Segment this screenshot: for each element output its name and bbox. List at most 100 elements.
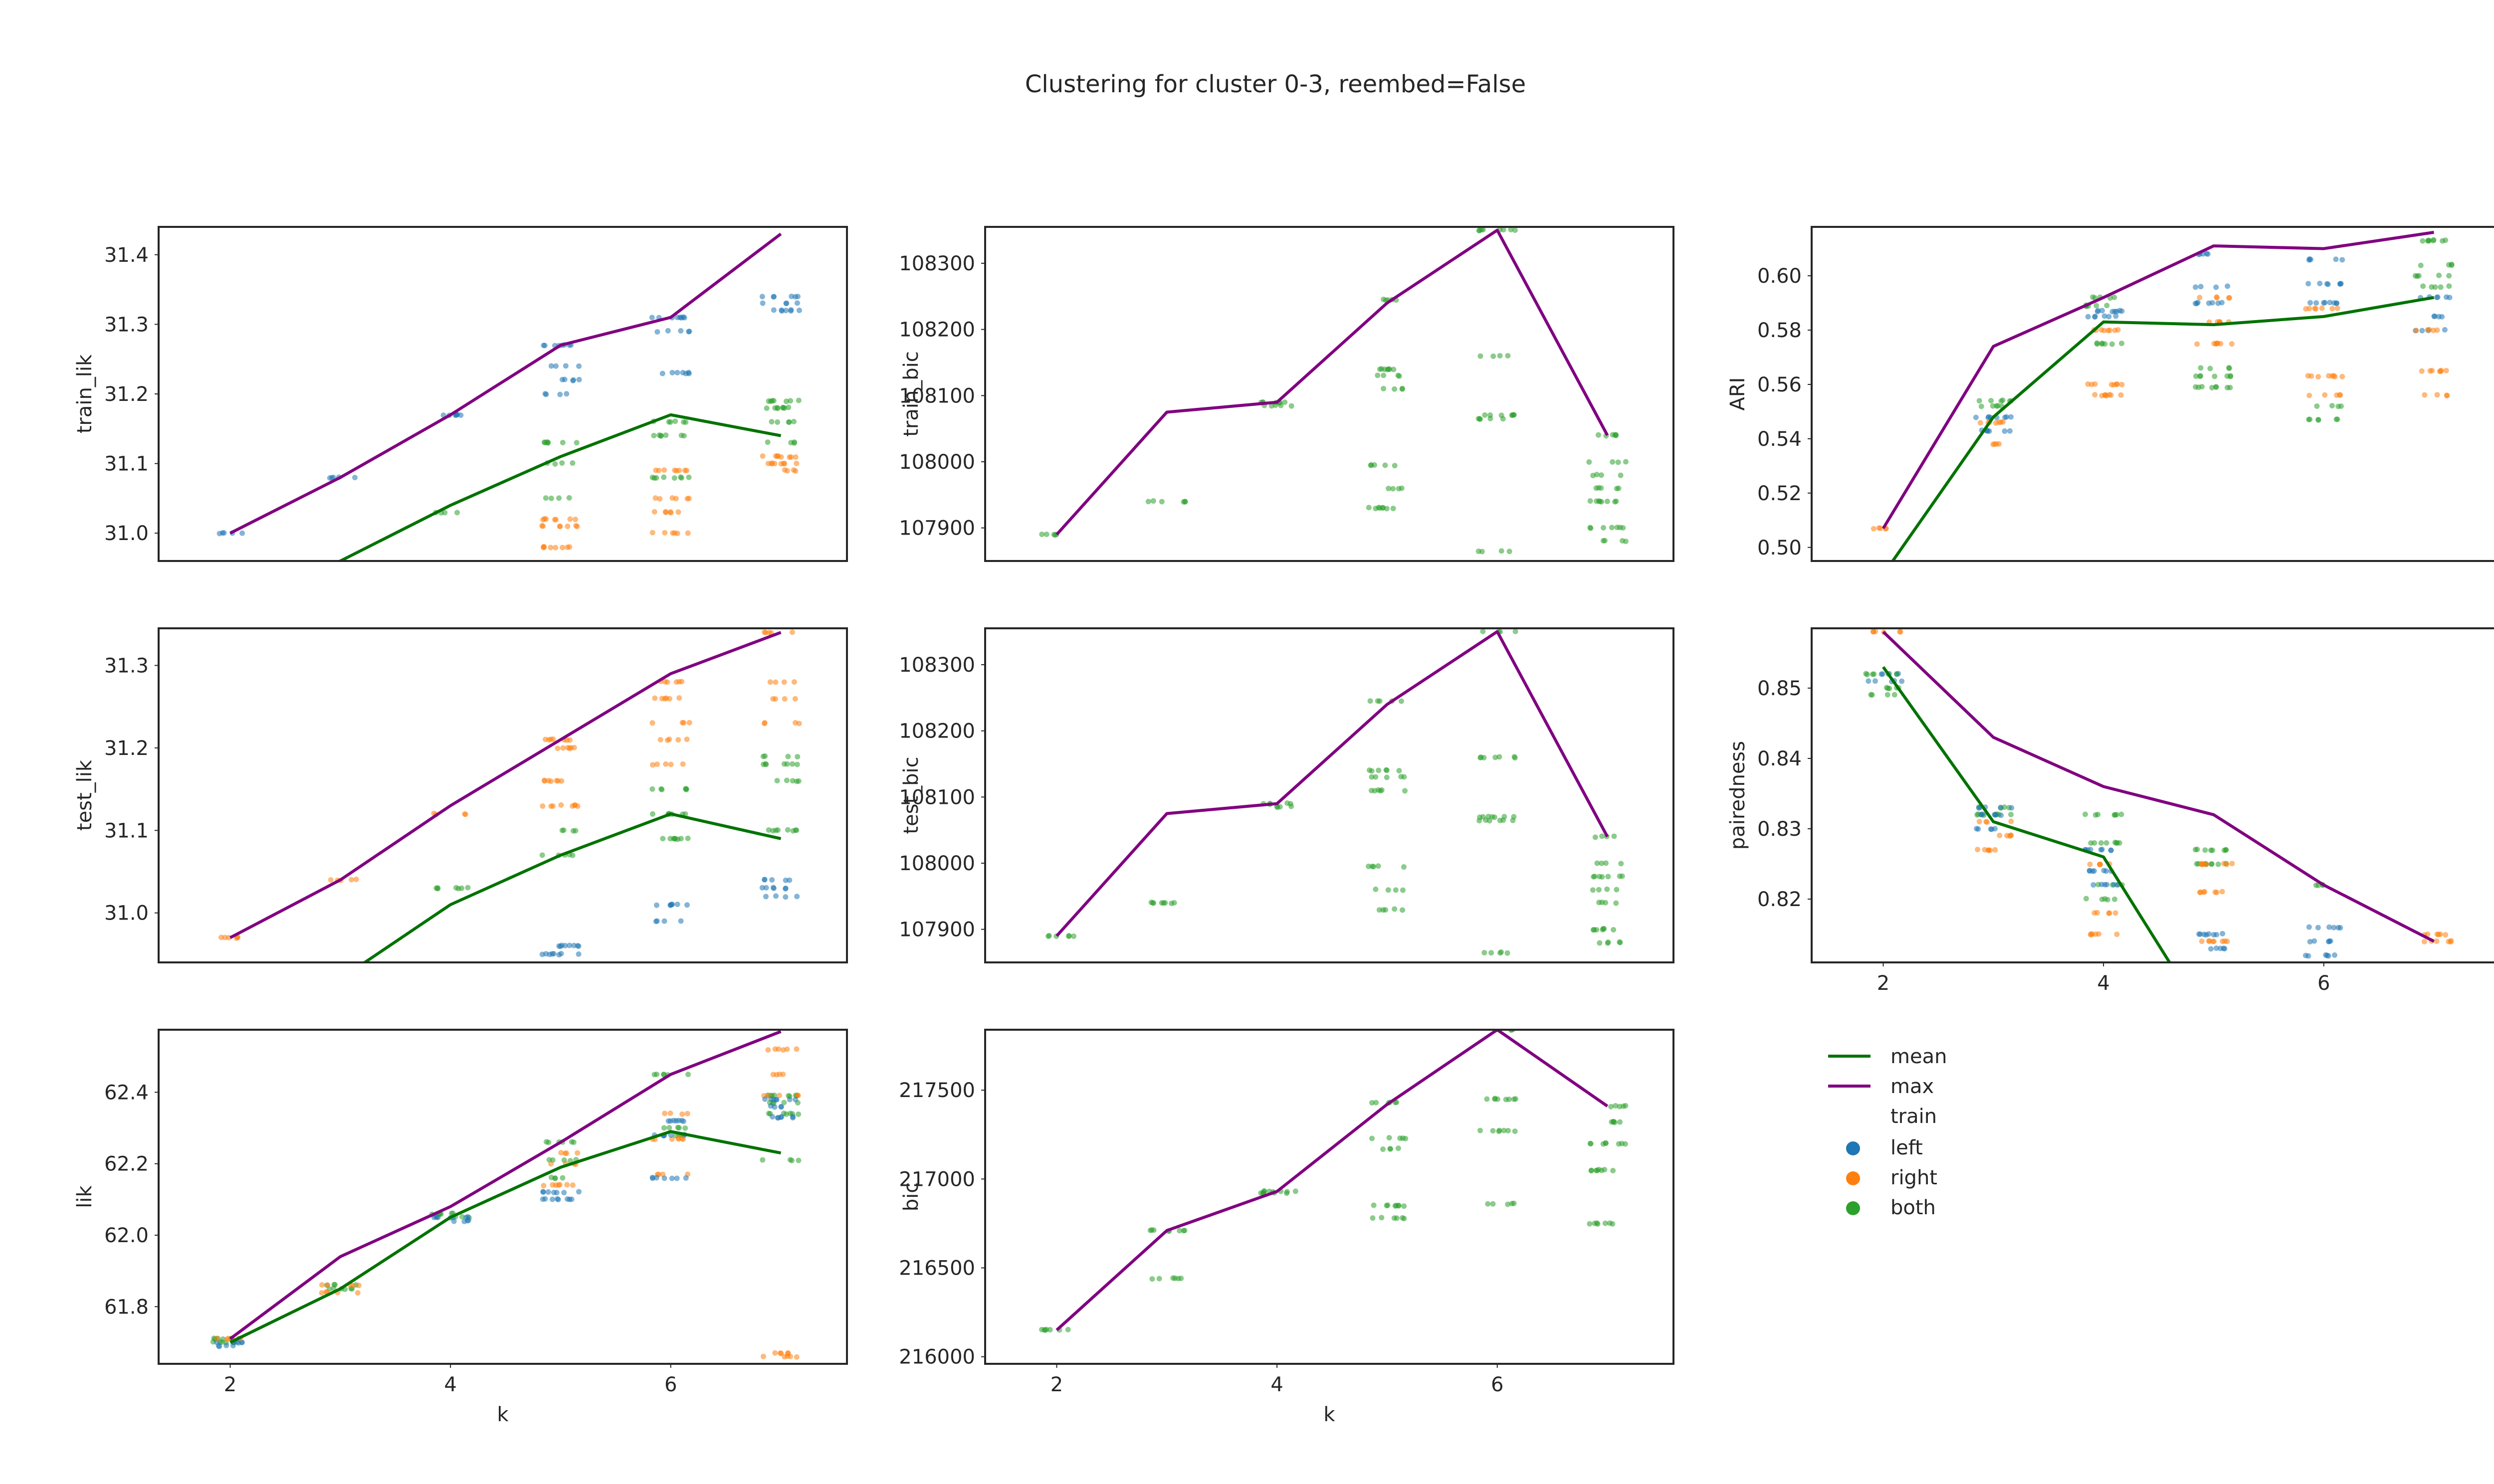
point-right (773, 679, 779, 685)
point-right (2437, 931, 2443, 937)
point-right (675, 509, 681, 515)
point-both (2209, 861, 2215, 867)
point-right (574, 524, 580, 530)
point-right (548, 737, 554, 742)
point-left (2302, 952, 2308, 958)
point-right (662, 530, 668, 536)
point-left (1866, 678, 1871, 684)
point-right (772, 461, 778, 467)
point-both (571, 1139, 577, 1145)
point-left (2325, 953, 2331, 959)
point-both (2329, 403, 2335, 409)
point-both (1602, 1220, 1608, 1226)
point-left (784, 300, 790, 306)
point-left (1899, 678, 1905, 684)
point-both (2083, 896, 2089, 902)
x-tick-label: 6 (664, 1373, 677, 1396)
y-tick-label: 31.1 (104, 819, 149, 842)
point-both (1498, 548, 1504, 554)
legend-max-label: max (1890, 1075, 1934, 1098)
point-both (1177, 1228, 1183, 1234)
point-left (1986, 428, 1992, 434)
point-both (442, 510, 448, 516)
point-both (794, 778, 800, 784)
point-both (2223, 847, 2229, 853)
point-left (2002, 428, 2008, 434)
point-left (787, 1097, 793, 1103)
point-both (794, 761, 800, 767)
point-both (1976, 398, 1982, 404)
point-left (2311, 938, 2317, 944)
point-right (762, 629, 768, 635)
y-tick-label: 0.60 (1757, 265, 1802, 288)
point-left (576, 951, 582, 957)
point-left (770, 885, 776, 891)
legend-right-marker (1846, 1171, 1860, 1185)
point-right (323, 1289, 329, 1295)
point-left (221, 530, 227, 536)
point-both (1391, 1215, 1397, 1221)
point-right (796, 721, 802, 727)
point-right (649, 720, 655, 726)
point-left (1872, 678, 1878, 684)
plot-area (1045, 628, 1625, 956)
y-tick-label: 62.0 (104, 1224, 149, 1247)
point-both (1610, 1168, 1616, 1174)
point-left (2313, 300, 2319, 306)
point-both (1590, 887, 1596, 893)
point-both (2212, 373, 2218, 379)
max-line (1881, 230, 2434, 530)
point-left (2092, 314, 2098, 320)
point-both (1497, 950, 1503, 956)
point-right (2334, 392, 2340, 398)
point-right (2421, 938, 2427, 944)
point-both (796, 1111, 802, 1117)
point-both (784, 777, 790, 783)
point-both (1379, 1215, 1385, 1221)
max-line (229, 1030, 782, 1340)
point-right (773, 696, 779, 702)
point-right (686, 496, 692, 502)
point-both (1601, 926, 1607, 932)
point-both (2425, 237, 2431, 243)
point-left (674, 1175, 680, 1181)
point-both (1284, 1190, 1290, 1196)
point-both (556, 495, 562, 501)
point-both (1623, 459, 1629, 465)
point-right (2306, 392, 2312, 398)
point-left (2213, 945, 2219, 951)
point-left (564, 391, 570, 397)
max-line (229, 232, 782, 535)
point-left (686, 329, 692, 335)
point-left (2436, 314, 2442, 320)
point-both (1485, 1201, 1491, 1207)
point-left (2327, 300, 2333, 306)
point-right (684, 737, 690, 742)
y-tick-label: 108100 (899, 786, 975, 809)
point-right (462, 811, 468, 817)
point-right (564, 1182, 570, 1188)
point-both (1170, 1275, 1176, 1281)
point-left (669, 1175, 675, 1181)
point-both (2438, 284, 2444, 290)
point-both (2008, 811, 2014, 817)
point-right (676, 695, 682, 701)
point-left (2307, 939, 2313, 945)
point-both (1377, 505, 1383, 511)
point-both (790, 778, 796, 784)
point-left (2086, 868, 2092, 874)
point-left (2007, 428, 2013, 434)
point-left (557, 391, 563, 397)
point-left (567, 1196, 573, 1202)
point-left (793, 1097, 799, 1103)
point-both (2112, 812, 2118, 818)
x-tick-label: 4 (2097, 972, 2109, 995)
point-both (766, 398, 772, 404)
point-left (783, 894, 789, 900)
point-both (465, 885, 471, 891)
point-both (1159, 499, 1165, 505)
point-both (1392, 386, 1398, 392)
point-left (2331, 925, 2337, 930)
point-left (661, 1175, 667, 1181)
point-both (543, 495, 549, 501)
